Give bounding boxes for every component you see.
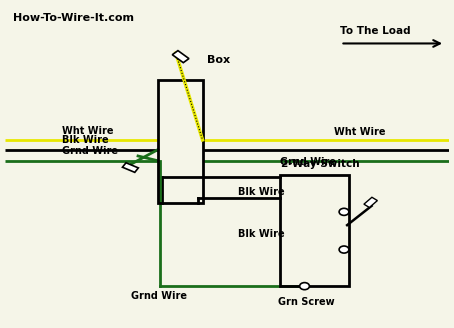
Circle shape [339, 208, 349, 215]
Text: How-To-Wire-It.com: How-To-Wire-It.com [14, 13, 134, 23]
Bar [364, 197, 377, 208]
Bar [281, 175, 350, 286]
Bar [123, 163, 138, 172]
Text: Blk Wire: Blk Wire [238, 187, 285, 197]
Text: Grn Screw: Grn Screw [278, 297, 335, 307]
Text: Box: Box [207, 54, 230, 65]
Circle shape [300, 283, 310, 290]
Text: Grnd Wire: Grnd Wire [62, 146, 118, 156]
Bar [172, 51, 189, 63]
Bar [158, 80, 202, 203]
Text: To The Load: To The Load [340, 26, 411, 36]
Circle shape [339, 246, 349, 253]
Text: 2-Way Switch: 2-Way Switch [281, 159, 360, 169]
Text: Grnd Wire: Grnd Wire [131, 292, 188, 301]
Text: Blk Wire: Blk Wire [62, 135, 109, 145]
Text: Blk Wire: Blk Wire [238, 229, 285, 239]
Text: Grnd Wire: Grnd Wire [281, 157, 336, 167]
Text: Wht Wire: Wht Wire [62, 126, 114, 136]
Text: Wht Wire: Wht Wire [334, 127, 385, 137]
